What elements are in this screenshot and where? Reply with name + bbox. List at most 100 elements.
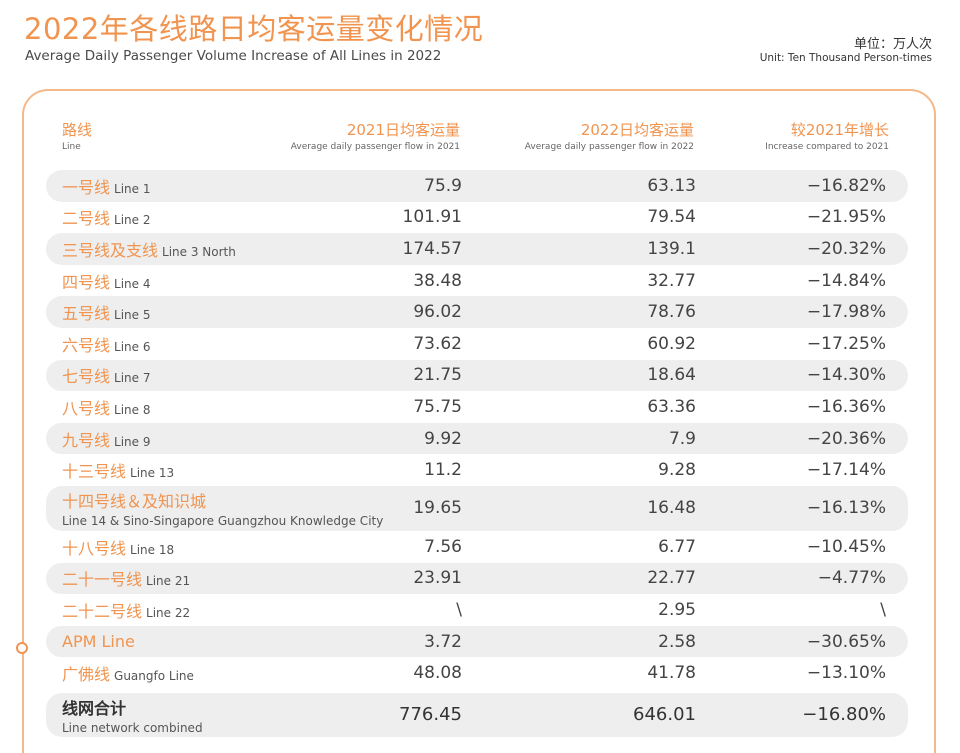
value-2022: 16.48	[647, 498, 696, 519]
line-name-cn: 一号线	[62, 177, 111, 197]
page-subtitle: Average Daily Passenger Volume Increase …	[25, 48, 442, 64]
value-2021: 11.2	[424, 460, 462, 481]
line-name-en: Line 6	[114, 339, 151, 354]
line-name-cn: 九号线	[62, 430, 111, 450]
value-2022: 22.77	[647, 568, 696, 589]
value-2022: 6.77	[658, 536, 696, 557]
value-2021: 73.62	[413, 333, 462, 354]
line-name-cn: 二十一号线	[62, 570, 143, 590]
line-name-en: Line 2	[114, 213, 151, 228]
line-name-cn: 七号线	[62, 367, 111, 387]
page-title: 2022年各线路日均客运量变化情况	[24, 12, 484, 46]
value-2022: 32.77	[647, 270, 696, 291]
line-name-en: Line 1	[114, 181, 151, 196]
value-change: −14.84%	[806, 270, 886, 291]
value-2021: \	[456, 599, 462, 620]
value-2021: 75.75	[413, 396, 462, 417]
line-name-cn: 十三号线	[62, 462, 127, 482]
table-row: 二十一号线 Line 21 23.91 22.77 −4.77%	[46, 562, 908, 595]
total-label: 线网合计 Line network combined	[62, 693, 203, 737]
line-name-cn: 二号线	[62, 209, 111, 229]
line-name-en: Line 18	[130, 542, 175, 557]
value-2021: 75.9	[424, 175, 462, 196]
value-2022: 60.92	[647, 333, 696, 354]
line-name: 二十一号线 Line 21	[62, 563, 190, 595]
value-2022: 2.58	[658, 631, 696, 652]
line-name-cn: 二十二号线	[62, 601, 143, 621]
header-2021-cn: 2021日均客运量	[346, 121, 460, 139]
value-2021: 96.02	[413, 302, 462, 323]
line-name: 六号线 Line 6	[62, 328, 150, 360]
total-value-2021: 776.45	[399, 704, 462, 726]
table-row: 广佛线 Guangfo Line 48.08 41.78 −13.10%	[46, 657, 908, 689]
table-row: 九号线 Line 9 9.92 7.9 −20.36%	[46, 422, 908, 455]
line-name: 三号线及支线 Line 3 North	[62, 233, 236, 265]
line-name-en: Line 9	[114, 434, 151, 449]
value-change: −21.95%	[806, 207, 886, 228]
table-row: 八号线 Line 8 75.75 63.36 −16.36%	[46, 391, 908, 423]
value-2021: 23.91	[413, 568, 462, 589]
table-row: 一号线 Line 1 75.9 63.13 −16.82%	[46, 170, 908, 202]
line-name: 十四号线＆及知识城 Line 14 & Sino-Singapore Guang…	[62, 486, 383, 531]
header-line-cn: 路线	[62, 121, 93, 139]
line-name-cn: 十八号线	[62, 538, 127, 558]
line-name: 广佛线 Guangfo Line	[62, 657, 194, 689]
line-name-cn: 八号线	[62, 398, 111, 418]
value-change: −4.77%	[817, 568, 886, 589]
line-name-en: Line 3 North	[162, 244, 236, 259]
line-name: 四号线 Line 4	[62, 265, 150, 297]
table-row: 五号线 Line 5 96.02 78.76 −17.98%	[46, 296, 908, 328]
value-change: \	[880, 599, 886, 620]
value-change: −13.10%	[806, 663, 886, 684]
line-name-en: Line 5	[114, 308, 151, 323]
value-change: −14.30%	[806, 365, 886, 386]
line-name-cn: 四号线	[62, 272, 111, 292]
value-2021: 7.56	[424, 536, 462, 557]
header-change-cn: 较2021年增长	[790, 121, 889, 139]
line-name-cn: 五号线	[62, 304, 111, 324]
header-2021-en: Average daily passenger flow in 2021	[290, 142, 460, 152]
value-2021: 9.92	[424, 428, 462, 449]
value-2022: 63.13	[647, 175, 696, 196]
value-2022: 79.54	[647, 207, 696, 228]
line-name: 二十二号线 Line 22	[62, 594, 190, 626]
value-change: −30.65%	[806, 631, 886, 652]
value-change: −16.36%	[806, 396, 886, 417]
unit-label-cn: 单位：万人次	[853, 37, 932, 52]
header-line-en: Line	[62, 142, 81, 152]
value-2022: 41.78	[647, 663, 696, 684]
total-label-en: Line network combined	[62, 720, 203, 735]
line-name: 二号线 Line 2	[62, 202, 150, 234]
value-2022: 63.36	[647, 396, 696, 417]
value-2021: 3.72	[424, 631, 462, 652]
line-name: APM Line	[62, 626, 135, 658]
value-2021: 101.91	[402, 207, 462, 228]
frame-dot-icon	[16, 642, 28, 654]
data-table: 一号线 Line 1 75.9 63.13 −16.82% 二号线 Line 2 1…	[46, 170, 908, 737]
line-name-en: Line 22	[146, 605, 191, 620]
table-row: 六号线 Line 6 73.62 60.92 −17.25%	[46, 328, 908, 360]
value-change: −16.13%	[806, 498, 886, 519]
line-name-cn: 六号线	[62, 335, 111, 355]
header-2022: 2022日均客运量 Average daily passenger flow i…	[525, 119, 694, 152]
total-row: 线网合计 Line network combined 776.45 646.01…	[46, 692, 908, 737]
line-name-en: Line 4	[114, 276, 151, 291]
table-row: 十八号线 Line 18 7.56 6.77 −10.45%	[46, 531, 908, 563]
table-row: 十四号线＆及知识城 Line 14 & Sino-Singapore Guang…	[46, 485, 908, 531]
value-change: −17.98%	[806, 302, 886, 323]
value-2022: 78.76	[647, 302, 696, 323]
header-2022-cn: 2022日均客运量	[580, 121, 694, 139]
total-value-2022: 646.01	[633, 704, 696, 726]
header-2022-en: Average daily passenger flow in 2022	[524, 142, 694, 152]
table-row: 三号线及支线 Line 3 North 174.57 139.1 −20.32%	[46, 233, 908, 265]
value-2022: 18.64	[647, 365, 696, 386]
header-change: 较2021年增长 Increase compared to 2021	[765, 119, 889, 152]
line-name: 八号线 Line 8	[62, 391, 150, 423]
line-name: 七号线 Line 7	[62, 360, 150, 392]
line-name-cn: 十四号线＆及知识城	[62, 492, 207, 512]
value-2021: 174.57	[402, 238, 462, 259]
table-row: 二十二号线 Line 22 \ 2.95 \	[46, 594, 908, 626]
line-name: 一号线 Line 1	[62, 170, 150, 202]
line-name-en: Guangfo Line	[114, 669, 194, 684]
value-change: −16.82%	[806, 175, 886, 196]
